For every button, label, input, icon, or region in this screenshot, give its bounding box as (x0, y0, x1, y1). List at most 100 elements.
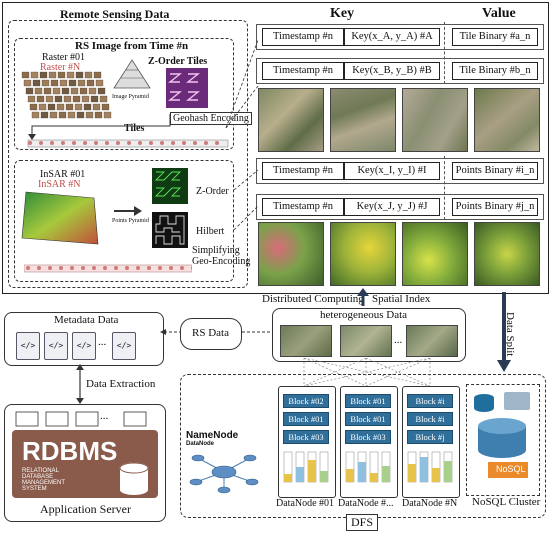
simplifying-label: Simplifying (192, 245, 240, 256)
rs-image-label: RS Image from Time #n (75, 40, 189, 52)
kv-value-b: Tile Binary #b_n (452, 62, 538, 80)
datanode-label-3: DataNode #N (402, 498, 458, 509)
remote-sensing-panel (8, 20, 248, 288)
z-order-label: Z-Order (196, 186, 229, 197)
geo-encoding-label: Geo-Encoding (192, 256, 251, 267)
rs-data-box (180, 318, 242, 350)
tile-photo-3 (402, 88, 468, 152)
heterogeneous-photo-2 (340, 325, 392, 357)
datanode-label-1: DataNode #01 (276, 498, 335, 509)
block-head-3: Block #i (407, 394, 453, 408)
rdbms-line-4: SYSTEM (22, 486, 47, 492)
points-pyramid-arrow (114, 206, 142, 216)
block-2-2: Block #03 (345, 430, 391, 444)
kv-timestamp-b: Timestamp #n (262, 62, 344, 80)
kv-timestamp-i: Timestamp #n (262, 162, 344, 180)
nosql-cluster-label: NoSQL Cluster (472, 496, 541, 508)
metadata-doc-1: </> (16, 332, 40, 360)
nosql-panel (466, 384, 540, 496)
hilbert-curve-graphic (152, 212, 188, 248)
kv-timestamp-j: Timestamp #n (262, 198, 344, 216)
kv-key-j: Key(x_J, y_J) #J (344, 198, 440, 216)
data-extraction-arrow (76, 364, 84, 404)
insar-photo-4 (474, 222, 540, 286)
table-icons-row (14, 410, 154, 428)
heterogeneous-ellipsis: ... (394, 334, 403, 346)
dfs-connections (303, 358, 431, 387)
dfs-title: DFS (346, 514, 379, 531)
distributed-computing-label: Distributed Computing (262, 293, 364, 305)
kv-value-a: Tile Binary #a_n (452, 28, 538, 46)
data-extraction-label: Data Extraction (86, 378, 156, 390)
tiles-label: Tiles (124, 123, 145, 134)
metadata-doc-3: </> (72, 332, 96, 360)
block-1-2: Block #03 (283, 430, 329, 444)
rdbms-title: RDBMS (22, 436, 118, 466)
rdbms-line-3: MANAGEMENT (22, 480, 66, 486)
raster-stack-graphic (21, 71, 112, 119)
kv-timestamp-a: Timestamp #n (262, 28, 344, 46)
metadata-doc-4: </> (112, 332, 136, 360)
image-pyramid-label: Image Pyramid (112, 94, 149, 100)
remote-sensing-title: Remote Sensing Data (60, 7, 170, 21)
value-column-header: Value (482, 6, 516, 21)
tile-photo-1 (258, 88, 324, 152)
rdbms-line-2: DATABASE (22, 474, 54, 480)
block-1-1: Block #01 (283, 412, 329, 426)
heterogeneous-title: heterogeneous Data (320, 309, 408, 321)
raster-first-label: Raster #01 (42, 52, 86, 63)
database-cylinder-icon (119, 462, 149, 495)
rdbms-line-1: RELATIONAL (22, 468, 59, 474)
zorder-curve-graphic (152, 168, 188, 204)
heterogeneous-photo-1 (280, 325, 332, 357)
block-3-1: Block #i (407, 412, 453, 426)
insar-graphic (21, 191, 99, 245)
value-separator-bottom (444, 156, 445, 220)
spatial-index-label: Spatial Index (372, 293, 431, 305)
namenode-datanode-label: DataNode (186, 441, 215, 447)
insar-last-label: InSAR #N (38, 179, 81, 190)
rdbms-lines: RELATIONAL DATABASE MANAGEMENT SYSTEM (22, 468, 102, 492)
heterogeneous-photo-3 (406, 325, 458, 357)
metadata-ellipsis: ... (98, 336, 107, 348)
value-separator-top (444, 22, 445, 84)
block-2-1: Block #01 (345, 412, 391, 426)
rs-data-label: RS Data (192, 327, 229, 339)
tile-photo-2 (330, 88, 396, 152)
kv-key-i: Key(x_I, y_I) #I (344, 162, 440, 180)
nosql-cluster-graphic (474, 392, 530, 478)
points-pyramid-label: Points Pyramid (112, 218, 149, 224)
insar-photo-3 (402, 222, 468, 286)
zorder-tiles-graphic (166, 68, 208, 108)
insar-encoding-bar (24, 264, 192, 273)
insar-photo-2 (330, 222, 396, 286)
kv-value-j: Points Binary #j_n (452, 198, 538, 216)
block-head-1: Block #02 (283, 394, 329, 408)
zorder-tiles-label: Z-Order Tiles (148, 56, 208, 67)
kv-key-b: Key(x_B, y_B) #B (344, 62, 440, 80)
app-server-ellipsis: ... (100, 410, 109, 422)
up-arrow (357, 288, 369, 306)
insar-first-label: InSAR #01 (40, 169, 86, 180)
tile-photo-4 (474, 88, 540, 152)
datanode-label-2: DataNode #... (338, 498, 394, 509)
insar-photo-1 (258, 222, 324, 286)
data-split-arrow (497, 292, 511, 372)
hilbert-label: Hilbert (196, 226, 225, 237)
metadata-title: Metadata Data (54, 314, 119, 326)
namenode-label: NameNode (186, 430, 239, 441)
datanode-disk-bars (283, 451, 453, 483)
block-3-2: Block #j (407, 430, 453, 444)
key-column-header: Key (330, 6, 355, 21)
rs-data-connectors (160, 329, 272, 335)
raster-last-label: Raster #N (40, 62, 81, 73)
kv-value-i: Points Binary #i_n (452, 162, 538, 180)
block-head-2: Block #01 (345, 394, 391, 408)
rs-image-subpanel (14, 38, 234, 150)
geohash-label: Geohash Encoding (170, 112, 252, 125)
namenode-network-icon (189, 454, 259, 494)
encoding-connectors (225, 39, 259, 230)
application-server-title: Application Server (40, 502, 131, 516)
nosql-badge: NoSQL (496, 464, 526, 474)
